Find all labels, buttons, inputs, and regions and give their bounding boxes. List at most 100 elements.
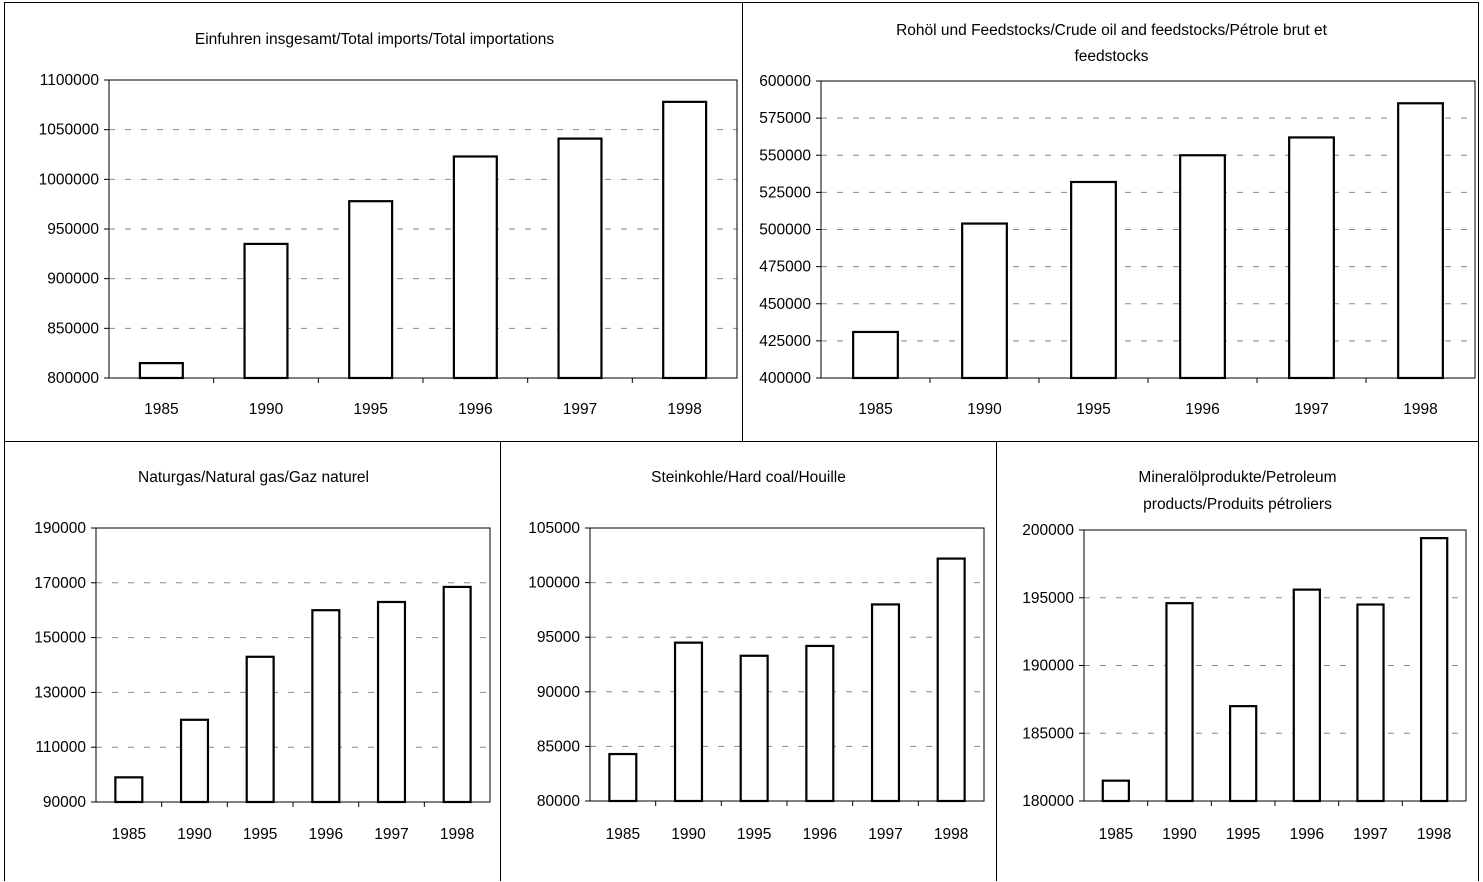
x-tick-label: 1998 (1417, 826, 1451, 843)
chart-panel-total-imports: Einfuhren insgesamt/Total imports/Total … (4, 2, 743, 442)
y-tick-label: 900000 (47, 271, 99, 288)
x-tick-label: 1997 (1353, 826, 1387, 843)
bar-hard-coal-1985 (608, 752, 638, 803)
bar-crude-oil-1997 (1288, 136, 1335, 380)
x-tick-label: 1998 (1403, 401, 1437, 418)
x-tick-label: 1995 (1076, 401, 1110, 418)
bar-petroleum-products-1996 (1292, 588, 1321, 803)
y-tick-label: 150000 (34, 630, 86, 647)
x-tick-label: 1996 (458, 401, 492, 418)
y-tick-label: 185000 (1022, 725, 1074, 742)
chart-title-line: Einfuhren insgesamt/Total imports/Total … (195, 31, 554, 48)
x-tick-label: 1990 (177, 826, 212, 843)
x-tick-label: 1998 (440, 826, 474, 843)
bar-natural-gas-1990 (179, 718, 210, 804)
y-tick-label: 90000 (43, 794, 86, 811)
chart-natural-gas: Naturgas/Natural gas/Gaz naturel 90000 110… (34, 469, 491, 843)
chart-title-line: feedstocks (1074, 48, 1148, 65)
y-tick-label: 200000 (1022, 522, 1074, 539)
chart-panel-hard-coal: Steinkohle/Hard coal/Houille 80000 85000 90… (500, 441, 997, 881)
x-tick-label: 1997 (374, 826, 408, 843)
bar-crude-oil-1995 (1070, 180, 1117, 380)
chart-title-line: Rohöl und Feedstocks/Crude oil and feeds… (896, 22, 1327, 39)
y-tick-label: 425000 (759, 333, 811, 350)
y-tick-label: 950000 (47, 221, 99, 238)
chart-title-line: Steinkohle/Hard coal/Houille (651, 469, 846, 486)
bar-crude-oil-1998 (1397, 102, 1444, 380)
y-tick-label: 195000 (1022, 590, 1074, 607)
chart-title-line: Mineralölprodukte/Petroleum (1138, 469, 1336, 486)
bar-total-imports-1995 (348, 200, 394, 380)
chart-title-line: Naturgas/Natural gas/Gaz naturel (138, 469, 369, 486)
chart-crude-oil: Rohöl und Feedstocks/Crude oil and feeds… (759, 22, 1476, 418)
bar-hard-coal-1990 (673, 641, 704, 803)
x-tick-label: 1997 (563, 401, 597, 418)
bar-petroleum-products-1995 (1229, 705, 1258, 803)
chart-hard-coal: Steinkohle/Hard coal/Houille 80000 85000 90… (528, 469, 985, 843)
x-tick-label: 1985 (144, 401, 178, 418)
bar-total-imports-1990 (243, 242, 289, 380)
y-tick-label: 450000 (759, 296, 811, 313)
x-tick-label: 1996 (803, 826, 837, 843)
chart-panel-crude-oil: Rohöl und Feedstocks/Crude oil and feeds… (742, 2, 1479, 442)
chart-title-line: products/Produits pétroliers (1143, 496, 1332, 513)
bar-total-imports-1996 (452, 155, 498, 380)
x-tick-label: 1997 (868, 826, 902, 843)
x-tick-label: 1985 (858, 401, 892, 418)
y-tick-label: 100000 (528, 575, 580, 592)
bar-natural-gas-1998 (442, 585, 472, 804)
y-tick-label: 90000 (537, 684, 580, 701)
x-tick-label: 1995 (737, 826, 771, 843)
y-tick-label: 1000000 (39, 171, 100, 188)
y-tick-label: 85000 (537, 738, 580, 755)
y-tick-label: 1100000 (40, 72, 100, 89)
bar-total-imports-1985 (138, 362, 184, 380)
x-tick-label: 1990 (671, 826, 706, 843)
y-tick-label: 105000 (528, 520, 580, 537)
x-tick-label: 1996 (1185, 401, 1219, 418)
x-tick-label: 1996 (309, 826, 343, 843)
x-tick-label: 1985 (606, 826, 640, 843)
bar-total-imports-1997 (557, 137, 603, 380)
x-tick-label: 1996 (1290, 826, 1324, 843)
y-tick-label: 170000 (34, 575, 86, 592)
bar-petroleum-products-1985 (1101, 779, 1130, 803)
y-tick-label: 95000 (537, 629, 580, 646)
x-tick-label: 1995 (353, 401, 387, 418)
y-tick-label: 80000 (537, 793, 580, 810)
y-tick-label: 550000 (759, 147, 811, 164)
y-tick-label: 850000 (47, 320, 99, 337)
plot-area (95, 527, 491, 803)
chart-total-imports: Einfuhren insgesamt/Total imports/Total … (39, 31, 738, 418)
y-tick-label: 800000 (47, 370, 99, 387)
y-tick-label: 190000 (1022, 658, 1074, 675)
chart-panel-natural-gas: Naturgas/Natural gas/Gaz naturel 90000 110… (4, 441, 501, 881)
chart-panel-petroleum-products: Mineralölprodukte/Petroleum products/Prod… (996, 441, 1479, 881)
bar-natural-gas-1985 (114, 776, 144, 804)
bar-hard-coal-1996 (805, 644, 835, 803)
plot-area (589, 527, 985, 802)
y-tick-label: 180000 (1022, 793, 1074, 810)
y-tick-label: 525000 (759, 184, 811, 201)
y-tick-label: 575000 (759, 110, 811, 127)
bar-natural-gas-1996 (311, 609, 341, 804)
y-tick-label: 475000 (759, 259, 811, 276)
bar-crude-oil-1996 (1179, 154, 1226, 380)
x-tick-label: 1990 (967, 401, 1002, 418)
x-tick-label: 1998 (934, 826, 968, 843)
bar-total-imports-1998 (662, 100, 708, 380)
bar-petroleum-products-1997 (1356, 603, 1385, 803)
bar-crude-oil-1990 (961, 222, 1008, 380)
bar-hard-coal-1998 (936, 557, 966, 803)
x-tick-label: 1990 (249, 401, 284, 418)
bar-petroleum-products-1990 (1165, 602, 1194, 803)
x-tick-label: 1995 (1226, 826, 1260, 843)
x-tick-label: 1985 (112, 826, 146, 843)
y-tick-label: 130000 (34, 684, 86, 701)
bar-hard-coal-1995 (739, 654, 769, 803)
y-tick-label: 190000 (34, 520, 86, 537)
y-tick-label: 110000 (35, 739, 86, 756)
bar-hard-coal-1997 (870, 603, 901, 803)
x-tick-label: 1995 (243, 826, 277, 843)
chart-petroleum-products: Mineralölprodukte/Petroleum products/Prod… (1022, 469, 1467, 843)
